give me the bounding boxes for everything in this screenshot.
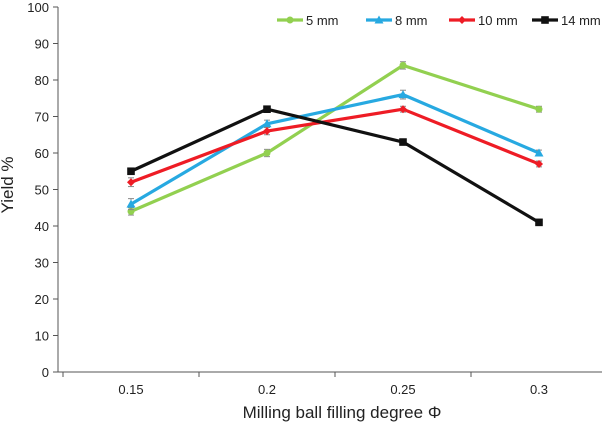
x-axis-ticks: 0.15 0.2 0.25 0.3: [62, 372, 548, 397]
data-point: [535, 159, 543, 168]
y-axis-title: Yield %: [0, 156, 17, 213]
series-5-mm: [127, 61, 543, 216]
legend-label: 14 mm: [561, 13, 601, 28]
y-tick-label: 100: [27, 0, 49, 15]
y-tick-label: 10: [35, 329, 49, 344]
data-point: [534, 148, 544, 157]
series-layer: [126, 61, 544, 227]
data-point: [263, 149, 271, 157]
x-tick-label: 0.3: [530, 382, 548, 397]
data-point: [535, 218, 543, 227]
data-point: [398, 90, 408, 99]
data-point: [535, 105, 543, 113]
y-axis-ticks: 0 10 20 30 40 50 60 70 80 90 100: [27, 0, 58, 380]
series-line: [130, 107, 540, 184]
data-point: [399, 138, 407, 146]
y-tick-label: 70: [35, 110, 49, 125]
series-14-mm: [127, 105, 543, 227]
series-8-mm: [126, 89, 544, 211]
y-tick-label: 90: [35, 37, 49, 52]
legend-marker: [286, 16, 294, 24]
data-point: [127, 178, 135, 187]
x-axis-title: Milling ball filling degree Φ: [243, 403, 442, 422]
y-tick-label: 80: [35, 73, 49, 88]
legend-item: 14 mm: [532, 13, 601, 28]
data-point: [263, 127, 271, 136]
legend-marker: [374, 15, 384, 24]
y-tick-label: 40: [35, 219, 49, 234]
legend-label: 5 mm: [306, 13, 339, 28]
legend-marker: [458, 16, 466, 24]
data-point: [262, 119, 272, 128]
data-point: [399, 105, 407, 114]
y-tick-label: 30: [35, 256, 49, 271]
y-tick-label: 20: [35, 292, 49, 307]
legend: 5 mm 8 mm 10 mm 14 mm: [277, 13, 601, 28]
x-tick-label: 0.15: [118, 382, 143, 397]
series-line: [130, 92, 540, 206]
x-tick-label: 0.25: [390, 382, 415, 397]
data-point: [127, 167, 135, 176]
y-tick-label: 0: [42, 365, 49, 380]
legend-label: 10 mm: [478, 13, 518, 28]
data-point: [263, 105, 271, 113]
data-point: [126, 199, 136, 208]
legend-item: 5 mm: [277, 13, 339, 28]
legend-label: 8 mm: [395, 13, 428, 28]
y-tick-label: 60: [35, 146, 49, 161]
legend-item: 8 mm: [366, 13, 428, 28]
y-tick-label: 50: [35, 183, 49, 198]
series-line: [130, 107, 540, 224]
x-tick-label: 0.2: [258, 382, 276, 397]
legend-item: 10 mm: [449, 13, 518, 28]
data-point: [399, 61, 407, 69]
legend-marker: [541, 16, 549, 24]
series-10-mm: [127, 105, 543, 188]
